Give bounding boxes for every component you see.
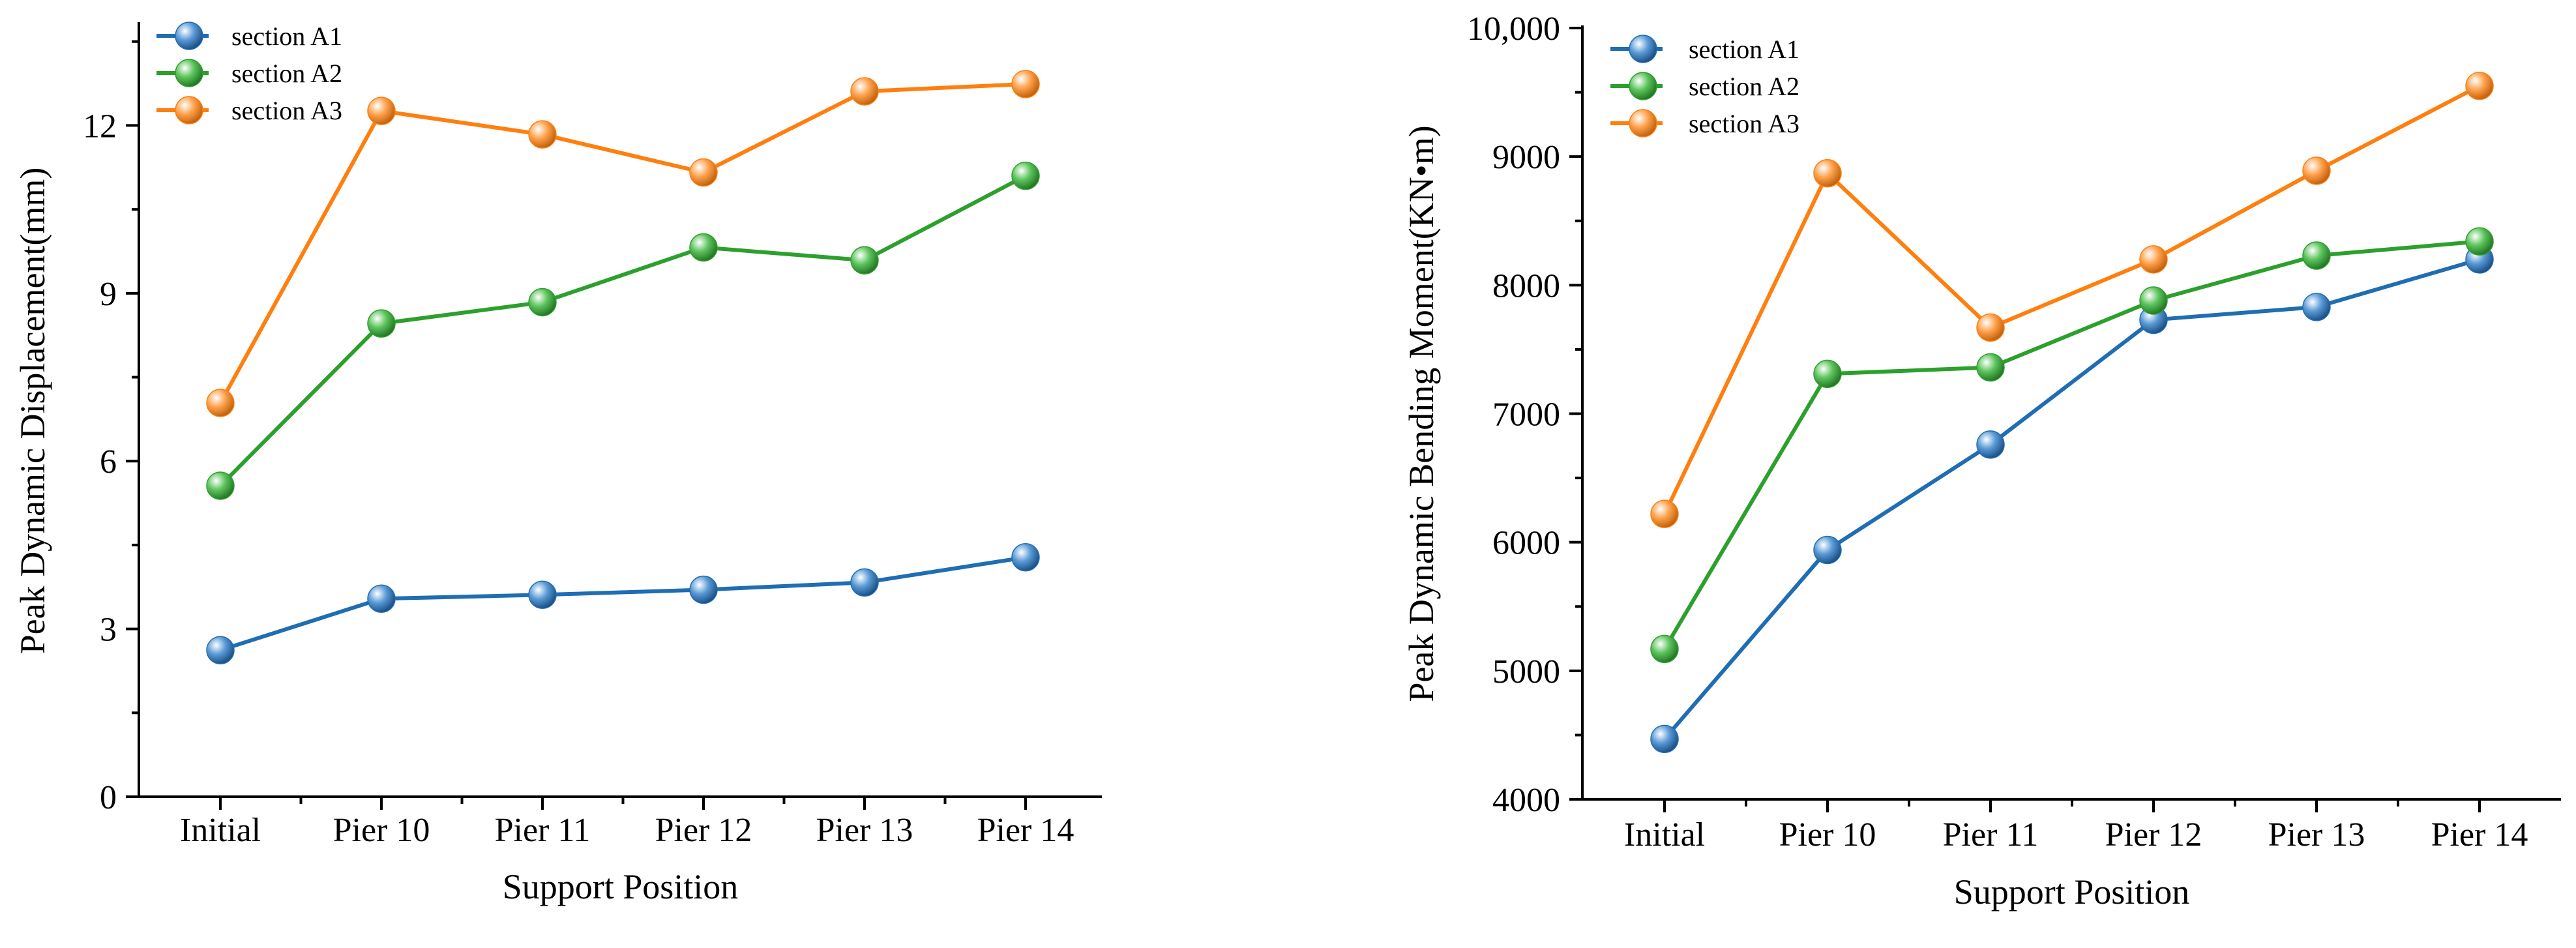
displacement-data-point bbox=[528, 580, 557, 610]
displacement-data-point bbox=[689, 575, 718, 604]
bending-moment-x-tick-label: Pier 12 bbox=[2105, 816, 2202, 853]
bending-moment-data-point bbox=[2139, 245, 2168, 274]
displacement-legend-marker bbox=[175, 96, 203, 125]
displacement-y-tick-label: 9 bbox=[100, 276, 117, 313]
displacement-legend-label: section A1 bbox=[231, 22, 342, 51]
displacement-data-point bbox=[850, 246, 879, 274]
displacement-series bbox=[206, 70, 1040, 664]
displacement-series-line-1 bbox=[220, 555, 1026, 653]
displacement-data-point bbox=[689, 233, 718, 262]
bending-moment-data-point bbox=[1813, 159, 1842, 188]
bending-moment-data-point bbox=[2302, 241, 2331, 270]
bending-moment-legend-label: section A3 bbox=[1689, 109, 1799, 138]
bending-moment-legend-marker bbox=[1629, 72, 1657, 100]
displacement-x-tick-label: Pier 11 bbox=[495, 812, 591, 849]
bending-moment-series bbox=[1650, 71, 2494, 754]
bending-moment-data-point bbox=[2302, 156, 2331, 185]
displacement-legend-label: section A2 bbox=[231, 59, 342, 88]
bending-moment-data-point bbox=[2465, 227, 2494, 256]
displacement-y-axis-title: Peak Dynamic Displacement(mm) bbox=[13, 168, 52, 655]
bending-moment-y-tick-label: 7000 bbox=[1492, 396, 1560, 434]
bending-moment-y-tick-label: 9000 bbox=[1492, 139, 1560, 176]
displacement-data-point bbox=[206, 636, 235, 664]
displacement-data-point bbox=[689, 158, 718, 187]
displacement-x-tick-label: Initial bbox=[180, 812, 261, 849]
bending-moment-axes: 4000 5000 6000 7000 8000 9000 10,000 Initial Pie… bbox=[1402, 10, 2561, 911]
displacement-chart: 0 3 6 9 12 Initial Pier 10 Pier 11 Pier 12 Pier 1… bbox=[13, 22, 1102, 906]
bending-moment-data-point bbox=[1976, 353, 2005, 382]
displacement-series-line-2 bbox=[218, 173, 1027, 488]
bending-moment-y-tick-label: 8000 bbox=[1492, 267, 1560, 304]
displacement-legend-label: section A3 bbox=[231, 96, 342, 125]
bending-moment-x-tick-label: Initial bbox=[1624, 816, 1705, 853]
bending-moment-x-tick-label: Pier 13 bbox=[2268, 816, 2365, 853]
displacement-data-point bbox=[850, 77, 879, 106]
displacement-data-point bbox=[1011, 543, 1040, 572]
bending-moment-data-point bbox=[1976, 313, 2005, 342]
displacement-y-tick-label: 0 bbox=[100, 779, 117, 816]
bending-moment-series-line-3 bbox=[1663, 84, 2481, 515]
displacement-y-tick-label: 6 bbox=[100, 443, 117, 481]
bending-moment-data-point bbox=[1650, 499, 1679, 529]
displacement-y-tick-label: 3 bbox=[100, 612, 117, 649]
bending-moment-legend-label: section A1 bbox=[1689, 35, 1799, 64]
bending-moment-y-tick-label: 10,000 bbox=[1467, 10, 1560, 48]
displacement-data-point bbox=[1011, 161, 1040, 190]
displacement-data-point bbox=[206, 471, 235, 500]
displacement-data-point bbox=[206, 389, 235, 417]
bending-moment-y-tick-label: 5000 bbox=[1492, 653, 1560, 690]
displacement-y-tick-label: 12 bbox=[83, 108, 117, 145]
displacement-series-line-3 bbox=[218, 81, 1026, 404]
displacement-data-point bbox=[1011, 70, 1040, 98]
bending-moment-x-tick-label: Pier 14 bbox=[2431, 816, 2528, 853]
bending-moment-data-point bbox=[1650, 634, 1679, 664]
bending-moment-data-point bbox=[1976, 430, 2005, 459]
bending-moment-data-point bbox=[1813, 359, 1842, 389]
displacement-data-point bbox=[528, 120, 557, 149]
bending-moment-data-point bbox=[2302, 293, 2331, 321]
displacement-legend-marker bbox=[175, 59, 203, 87]
bending-moment-series-line-2 bbox=[1663, 239, 2480, 650]
bending-moment-y-tick-label: 6000 bbox=[1492, 525, 1560, 562]
bending-moment-x-tick-label: Pier 11 bbox=[1943, 816, 2039, 853]
displacement-x-axis-title: Support Position bbox=[503, 867, 739, 906]
bending-moment-x-tick-label: Pier 10 bbox=[1779, 816, 1876, 853]
bending-moment-y-tick-label: 4000 bbox=[1492, 782, 1560, 819]
displacement-x-tick-label: Pier 13 bbox=[816, 812, 913, 849]
bending-moment-legend-marker bbox=[1629, 109, 1657, 138]
displacement-legend-marker bbox=[175, 22, 203, 50]
bending-moment-data-point bbox=[1813, 535, 1842, 565]
displacement-legend: section A1 section A2 section A3 bbox=[156, 22, 342, 125]
bending-moment-series-line-1 bbox=[1663, 258, 2480, 741]
bending-moment-y-axis-title: Peak Dynamic Bending Moment(KN•m) bbox=[1402, 125, 1441, 702]
displacement-data-point bbox=[850, 568, 879, 597]
bending-moment-data-point bbox=[2465, 71, 2494, 100]
displacement-data-point bbox=[528, 288, 557, 317]
bending-moment-chart: 4000 5000 6000 7000 8000 9000 10,000 Initial Pie… bbox=[1402, 10, 2561, 911]
bending-moment-data-point bbox=[1650, 724, 1679, 754]
bending-moment-data-point bbox=[2139, 286, 2168, 315]
displacement-data-point bbox=[367, 309, 396, 338]
displacement-axes: 0 3 6 9 12 Initial Pier 10 Pier 11 Pier 12 Pier 1… bbox=[13, 22, 1102, 906]
bending-moment-x-axis-title: Support Position bbox=[1954, 872, 2190, 911]
displacement-x-tick-label: Pier 14 bbox=[977, 812, 1074, 849]
displacement-x-tick-label: Pier 12 bbox=[655, 812, 752, 849]
displacement-data-point bbox=[367, 96, 396, 125]
bending-moment-legend-label: section A2 bbox=[1689, 72, 1799, 101]
displacement-x-tick-label: Pier 10 bbox=[333, 812, 430, 849]
displacement-data-point bbox=[367, 584, 396, 614]
bending-moment-legend-marker bbox=[1629, 35, 1657, 63]
bending-moment-legend: section A1 section A2 section A3 bbox=[1610, 35, 1799, 138]
